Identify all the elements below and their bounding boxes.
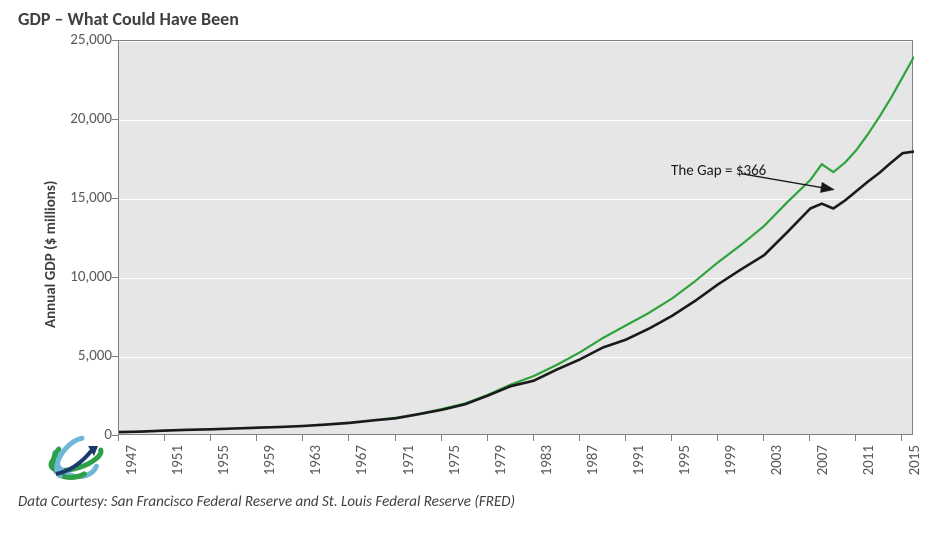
x-tick-label: 1979 — [492, 445, 510, 475]
x-tick-mark — [717, 435, 718, 441]
y-tick-mark — [112, 119, 118, 120]
source-text: Data Courtesy: San Francisco Federal Res… — [18, 493, 515, 511]
x-tick-mark — [809, 435, 810, 441]
y-tick-label: 15,000 — [70, 189, 112, 207]
y-tick-label: 20,000 — [70, 110, 112, 128]
x-tick-label: 1991 — [630, 445, 648, 475]
y-tick-label: 5,000 — [78, 347, 112, 365]
x-tick-label: 1963 — [307, 445, 325, 475]
x-tick-mark — [348, 435, 349, 441]
x-tick-label: 1955 — [215, 445, 233, 475]
x-tick-mark — [210, 435, 211, 441]
y-tick-mark — [112, 277, 118, 278]
x-tick-label: 1975 — [446, 445, 464, 475]
x-tick-mark — [395, 435, 396, 441]
y-tick-mark — [112, 40, 118, 41]
logo-icon — [44, 426, 108, 495]
x-tick-mark — [901, 435, 902, 441]
x-tick-label: 2003 — [768, 445, 786, 475]
gap-annotation-text: The Gap = $366 — [671, 162, 766, 180]
y-tick-mark — [112, 198, 118, 199]
x-tick-mark — [118, 435, 119, 441]
x-tick-label: 1959 — [261, 445, 279, 475]
x-tick-mark — [487, 435, 488, 441]
x-tick-label: 1983 — [538, 445, 556, 475]
x-tick-label: 2007 — [814, 445, 832, 475]
x-tick-mark — [671, 435, 672, 441]
x-tick-mark — [579, 435, 580, 441]
x-tick-mark — [533, 435, 534, 441]
x-tick-label: 1971 — [400, 445, 418, 475]
y-tick-label: 0 — [104, 426, 112, 444]
y-tick-label: 25,000 — [70, 31, 112, 49]
y-tick-mark — [112, 356, 118, 357]
x-tick-mark — [441, 435, 442, 441]
x-tick-label: 1987 — [584, 445, 602, 475]
x-tick-mark — [302, 435, 303, 441]
x-tick-label: 2011 — [860, 445, 878, 475]
y-tick-label: 10,000 — [70, 268, 112, 286]
x-tick-mark — [256, 435, 257, 441]
x-tick-label: 1995 — [676, 445, 694, 475]
x-tick-label: 1967 — [353, 445, 371, 475]
x-tick-mark — [763, 435, 764, 441]
chart-title: GDP – What Could Have Been — [0, 0, 936, 30]
x-tick-label: 1947 — [123, 445, 141, 475]
x-tick-label: 1999 — [722, 445, 740, 475]
x-tick-label: 2015 — [906, 445, 924, 475]
annotation-arrow — [119, 41, 914, 436]
x-tick-label: 1951 — [169, 445, 187, 475]
x-tick-mark — [164, 435, 165, 441]
x-tick-mark — [625, 435, 626, 441]
x-tick-mark — [855, 435, 856, 441]
plot-area — [118, 40, 913, 435]
